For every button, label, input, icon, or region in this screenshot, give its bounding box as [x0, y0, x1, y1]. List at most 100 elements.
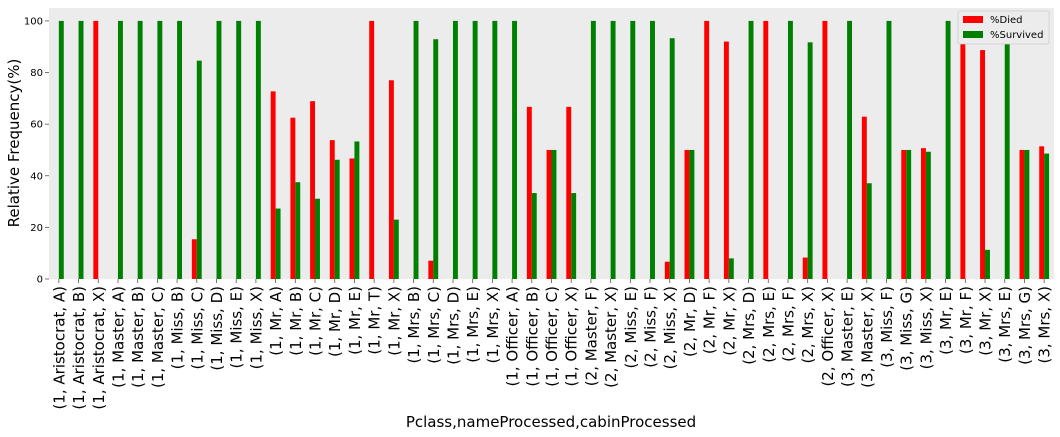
x-tick-label: (3, Miss, G)	[898, 286, 916, 371]
x-tick-label: (1, Officer, A)	[504, 286, 522, 387]
bar-survived-10	[255, 20, 261, 280]
bar-survived-23	[512, 20, 518, 280]
x-tick-label: (1, Aristocrat, A)	[50, 286, 68, 410]
x-tick-label: (2, Mrs, F)	[779, 286, 797, 362]
bars-group	[58, 20, 1050, 280]
bar-died-31	[664, 261, 670, 279]
legend: %Died %Survived	[957, 10, 1050, 45]
bar-died-43	[901, 149, 907, 279]
bar-died-13	[310, 101, 316, 279]
bar-survived-40	[847, 20, 853, 280]
x-tick-label: (3, Miss, F)	[878, 286, 896, 368]
y-tick-label: 0	[37, 275, 43, 286]
x-tick-label: (3, Mrs, E)	[996, 286, 1014, 363]
bar-died-44	[920, 148, 926, 279]
x-tick-label: (3, Mr, F)	[957, 286, 975, 354]
x-tick-label: (2, Mr, F)	[701, 286, 719, 354]
x-tick-label: (1, Master, B)	[129, 286, 147, 388]
bar-died-36	[763, 20, 769, 280]
bar-survived-21	[472, 20, 478, 280]
x-tick-label: (3, Miss, X)	[917, 286, 935, 369]
x-tick-label: (2, Master, X)	[602, 286, 620, 388]
bar-survived-17	[393, 219, 399, 279]
y-tick-label: 100	[24, 16, 43, 27]
y-tick-label: 80	[30, 68, 43, 79]
x-tick-label: (1, Master, A)	[109, 286, 127, 388]
bar-died-2	[93, 20, 99, 280]
bar-survived-20	[452, 20, 458, 280]
bar-survived-8	[216, 20, 222, 280]
x-tick-label: (2, Miss, F)	[642, 286, 660, 368]
x-tick-label: (1, Mrs, C)	[425, 286, 443, 364]
bar-died-14	[329, 140, 335, 279]
bar-survived-22	[492, 20, 498, 280]
y-axis-title: Relative Frequency(%)	[5, 59, 23, 228]
bar-survived-41	[866, 183, 872, 279]
x-tick-label: (1, Mr, B)	[287, 286, 305, 356]
bar-died-19	[428, 260, 434, 279]
bar-survived-35	[748, 20, 754, 280]
x-tick-label: (1, Officer, X)	[563, 286, 581, 387]
x-tick-label: (3, Mrs, G)	[1016, 286, 1034, 365]
bar-died-11	[270, 91, 276, 279]
x-tick-label: (1, Mr, T)	[366, 286, 384, 355]
x-tick-label: (1, Mr, A)	[267, 286, 285, 356]
bar-survived-27	[590, 20, 596, 280]
legend-label-died: %Died	[990, 15, 1022, 26]
x-tick-label: (1, Miss, X)	[247, 286, 265, 369]
x-tick-label: (1, Mr, C)	[307, 286, 325, 356]
x-tick-label: (3, Master, E)	[839, 286, 857, 387]
bar-survived-28	[610, 20, 616, 280]
bar-survived-12	[295, 182, 301, 279]
y-tick-label: 20	[30, 223, 43, 234]
x-tick-label: (2, Mrs, D)	[740, 286, 758, 365]
bar-survived-5	[157, 20, 163, 280]
x-tick-label: (2, Mrs, E)	[760, 286, 778, 363]
legend-label-survived: %Survived	[990, 30, 1043, 41]
y-tick-label: 40	[30, 171, 43, 182]
x-tick-label: (1, Miss, C)	[188, 286, 206, 370]
x-tick-label: (1, Mrs, B)	[405, 286, 423, 364]
bar-died-17	[388, 80, 394, 280]
x-tick-label: (1, Mr, X)	[385, 286, 403, 356]
x-tick-label: (2, Mr, X)	[720, 286, 738, 356]
x-axis: (1, Aristocrat, A) (1, Aristocrat, B) (1, …	[50, 279, 1054, 410]
bar-survived-24	[531, 193, 537, 279]
x-tick-label: (2, Mr, D)	[681, 286, 699, 357]
bar-died-38	[802, 257, 808, 279]
x-tick-label: (1, Mrs, X)	[484, 286, 502, 364]
bar-survived-47	[985, 249, 990, 279]
x-axis-title: Pclass,nameProcessed,cabinProcessed	[406, 413, 696, 431]
x-tick-label: (3, Mrs, X)	[1036, 286, 1054, 364]
x-tick-label: (3, Master, X)	[858, 286, 876, 388]
x-tick-label: (1, Mr, D)	[326, 286, 344, 357]
bar-died-15	[349, 158, 355, 279]
bar-died-47	[980, 50, 986, 279]
x-tick-label: (3, Mr, X)	[977, 286, 995, 356]
bar-survived-14	[334, 159, 340, 279]
bar-survived-4	[137, 20, 143, 280]
bar-survived-18	[413, 20, 419, 280]
bar-died-39	[822, 20, 828, 280]
bar-survived-11	[275, 208, 281, 279]
legend-swatch-survived	[963, 31, 983, 38]
x-tick-label: (2, Officer, X)	[819, 286, 837, 387]
bar-survived-34	[728, 258, 734, 279]
y-tick-label: 60	[30, 120, 43, 131]
bar-survived-45	[945, 20, 951, 280]
x-tick-label: (1, Aristocrat, B)	[70, 286, 88, 410]
bar-survived-25	[551, 149, 557, 279]
legend-swatch-died	[963, 16, 983, 23]
bar-died-49	[1019, 149, 1025, 279]
bar-died-16	[369, 20, 375, 280]
bar-survived-26	[571, 193, 577, 279]
x-tick-label: (1, Master, C)	[149, 286, 167, 388]
bar-survived-19	[433, 39, 439, 280]
x-tick-label: (1, Mrs, D)	[444, 286, 462, 365]
bar-died-46	[960, 20, 966, 280]
y-axis: 0 20 40 60 80 100	[24, 16, 49, 286]
bar-survived-3	[117, 20, 123, 280]
bar-died-32	[684, 149, 690, 279]
bar-survived-7	[196, 60, 202, 280]
bar-survived-13	[315, 198, 320, 279]
